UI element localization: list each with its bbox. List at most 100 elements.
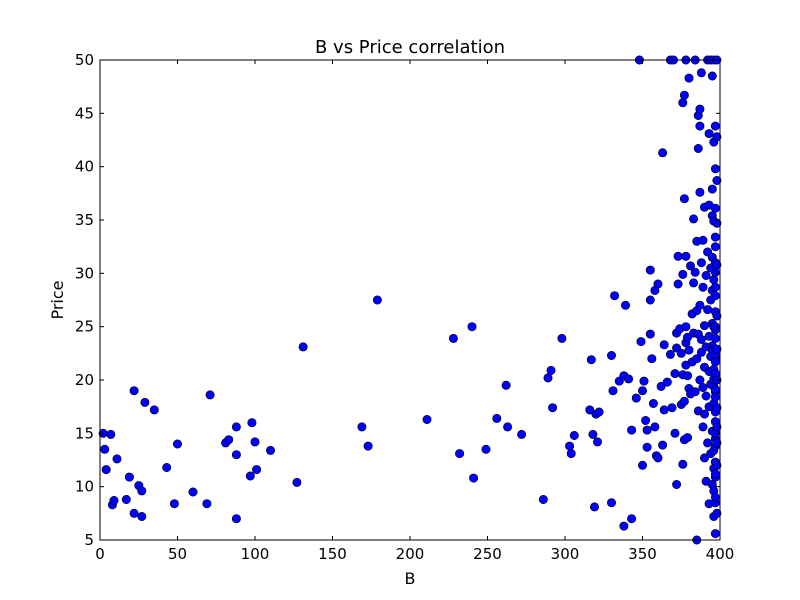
scatter-point (137, 486, 147, 496)
scatter-point (645, 329, 655, 339)
scatter-point (698, 422, 708, 432)
scatter-point (701, 391, 711, 401)
scatter-point (709, 275, 719, 285)
scatter-point (678, 269, 688, 279)
scatter-point (188, 487, 198, 497)
scatter-point (653, 279, 663, 289)
x-tick-label: 250 (473, 545, 502, 563)
scatter-point (662, 377, 672, 387)
scatter-point (712, 260, 722, 270)
scatter-point (699, 321, 709, 331)
scatter-point (670, 369, 680, 379)
scatter-point (658, 440, 668, 450)
scatter-point (710, 242, 720, 252)
scatter-point (592, 437, 602, 447)
scatter-point (698, 282, 708, 292)
scatter-point (712, 176, 722, 186)
scatter-point (357, 422, 367, 432)
scatter-point (698, 382, 708, 392)
scatter-point (710, 232, 720, 242)
scatter-point (689, 214, 699, 224)
scatter-point (685, 261, 695, 271)
scatter-point (682, 371, 692, 381)
x-tick-label: 50 (168, 545, 187, 563)
scatter-point (695, 300, 705, 310)
scatter-point (137, 511, 147, 521)
scatter-point (548, 403, 558, 413)
scatter-point (637, 460, 647, 470)
scatter-point (673, 279, 683, 289)
scatter-point (589, 502, 599, 512)
scatter-point (250, 437, 260, 447)
scatter-point (696, 68, 706, 78)
y-tick-label: 15 (75, 424, 94, 442)
scatter-point (710, 121, 720, 131)
scatter-point (689, 278, 699, 288)
scatter-point (363, 441, 373, 451)
y-tick-label: 20 (75, 371, 94, 389)
scatter-point (543, 373, 553, 383)
scatter-point (298, 342, 308, 352)
y-axis-label: Price (48, 280, 67, 319)
scatter-point (712, 422, 722, 432)
scatter-point (710, 469, 720, 479)
scatter-point (707, 71, 717, 81)
scatter-point (710, 333, 720, 343)
scatter-point (624, 374, 634, 384)
scatter-point (703, 305, 713, 315)
scatter-point (501, 380, 511, 390)
scatter-point (712, 218, 722, 228)
scatter-point (710, 203, 720, 213)
x-tick-label: 100 (241, 545, 270, 563)
scatter-point (372, 295, 382, 305)
scatter-point (645, 265, 655, 275)
scatter-point (606, 498, 616, 508)
scatter-point (647, 354, 657, 364)
scatter-point (224, 435, 234, 445)
y-tick-label: 50 (75, 51, 94, 69)
scatter-point (149, 405, 159, 415)
scatter-point (565, 441, 575, 451)
scatter-point (682, 332, 692, 342)
scatter-point (681, 322, 691, 332)
scatter-point (679, 194, 689, 204)
scatter-point (422, 414, 432, 424)
scatter-point (684, 73, 694, 83)
scatter-point (121, 494, 131, 504)
scatter-point (100, 444, 110, 454)
scatter-point (620, 300, 630, 310)
scatter-point (642, 425, 652, 435)
scatter-point (202, 499, 212, 509)
scatter-point (712, 344, 722, 354)
scatter-point (678, 98, 688, 108)
scatter-point (676, 348, 686, 358)
scatter-point (469, 473, 479, 483)
scatter-point (645, 295, 655, 305)
y-tick-label: 45 (75, 104, 94, 122)
scatter-point (231, 422, 241, 432)
scatter-point (455, 449, 465, 459)
scatter-point (252, 465, 262, 475)
y-tick-label: 30 (75, 264, 94, 282)
scatter-point (642, 442, 652, 452)
scatter-point (695, 187, 705, 197)
x-tick-label: 150 (318, 545, 347, 563)
scatter-point (696, 258, 706, 268)
scatter-point (557, 333, 567, 343)
scatter-point (667, 403, 677, 413)
scatter-point (606, 350, 616, 360)
scatter-point (659, 340, 669, 350)
scatter-point (710, 267, 720, 277)
plot-frame (99, 59, 721, 541)
x-tick-label: 400 (706, 545, 735, 563)
scatter-point (610, 291, 620, 301)
scatter-point (658, 148, 668, 158)
scatter-point (124, 472, 134, 482)
scatter-point (682, 433, 692, 443)
scatter-point (659, 405, 669, 415)
scatter-point (710, 282, 720, 292)
scatter-point (106, 429, 116, 439)
scatter-point (588, 429, 598, 439)
scatter-point (538, 494, 548, 504)
